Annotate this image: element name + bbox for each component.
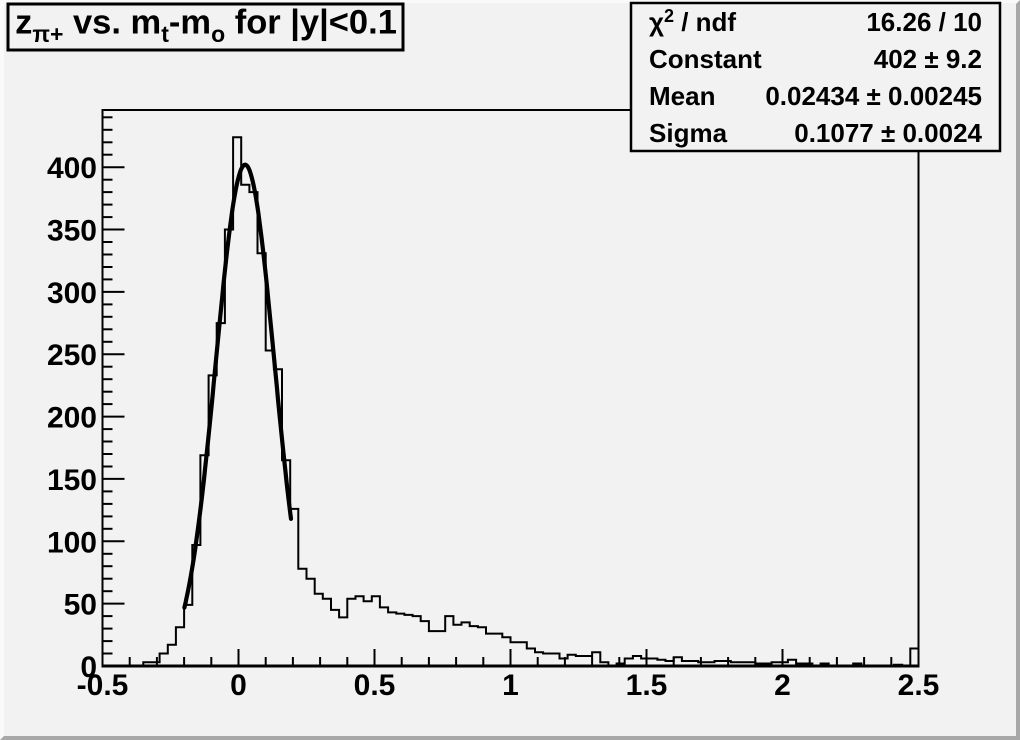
svg-text:2: 2 (774, 669, 791, 702)
svg-text:1.5: 1.5 (626, 669, 668, 702)
svg-text:Sigma: Sigma (649, 118, 728, 148)
svg-text:250: 250 (47, 339, 97, 372)
svg-text:50: 50 (64, 589, 97, 622)
svg-text:150: 150 (47, 464, 97, 497)
svg-text:400: 400 (47, 152, 97, 185)
svg-text:300: 300 (47, 277, 97, 310)
svg-text:0: 0 (230, 669, 247, 702)
svg-text:Mean: Mean (649, 81, 715, 111)
svg-text:0.1077 ± 0.0024: 0.1077 ± 0.0024 (794, 118, 982, 148)
svg-text:16.26 / 10: 16.26 / 10 (866, 7, 982, 37)
svg-text:100: 100 (47, 526, 97, 559)
svg-text:2.5: 2.5 (898, 669, 940, 702)
svg-text:0: 0 (80, 651, 97, 684)
svg-text:402 ± 9.2: 402 ± 9.2 (874, 44, 982, 74)
svg-text:χ2 / ndf: χ2 / ndf (649, 6, 736, 37)
svg-text:zπ+ vs. mt-mo for |y|<0.1: zπ+ vs. mt-mo for |y|<0.1 (15, 4, 397, 48)
svg-text:1: 1 (502, 669, 519, 702)
svg-text:Constant: Constant (649, 44, 762, 74)
svg-text:-0.5: -0.5 (77, 669, 129, 702)
svg-text:0.02434 ± 0.00245: 0.02434 ± 0.00245 (765, 81, 982, 111)
svg-text:200: 200 (47, 402, 97, 435)
svg-text:0.5: 0.5 (354, 669, 396, 702)
svg-text:350: 350 (47, 215, 97, 248)
